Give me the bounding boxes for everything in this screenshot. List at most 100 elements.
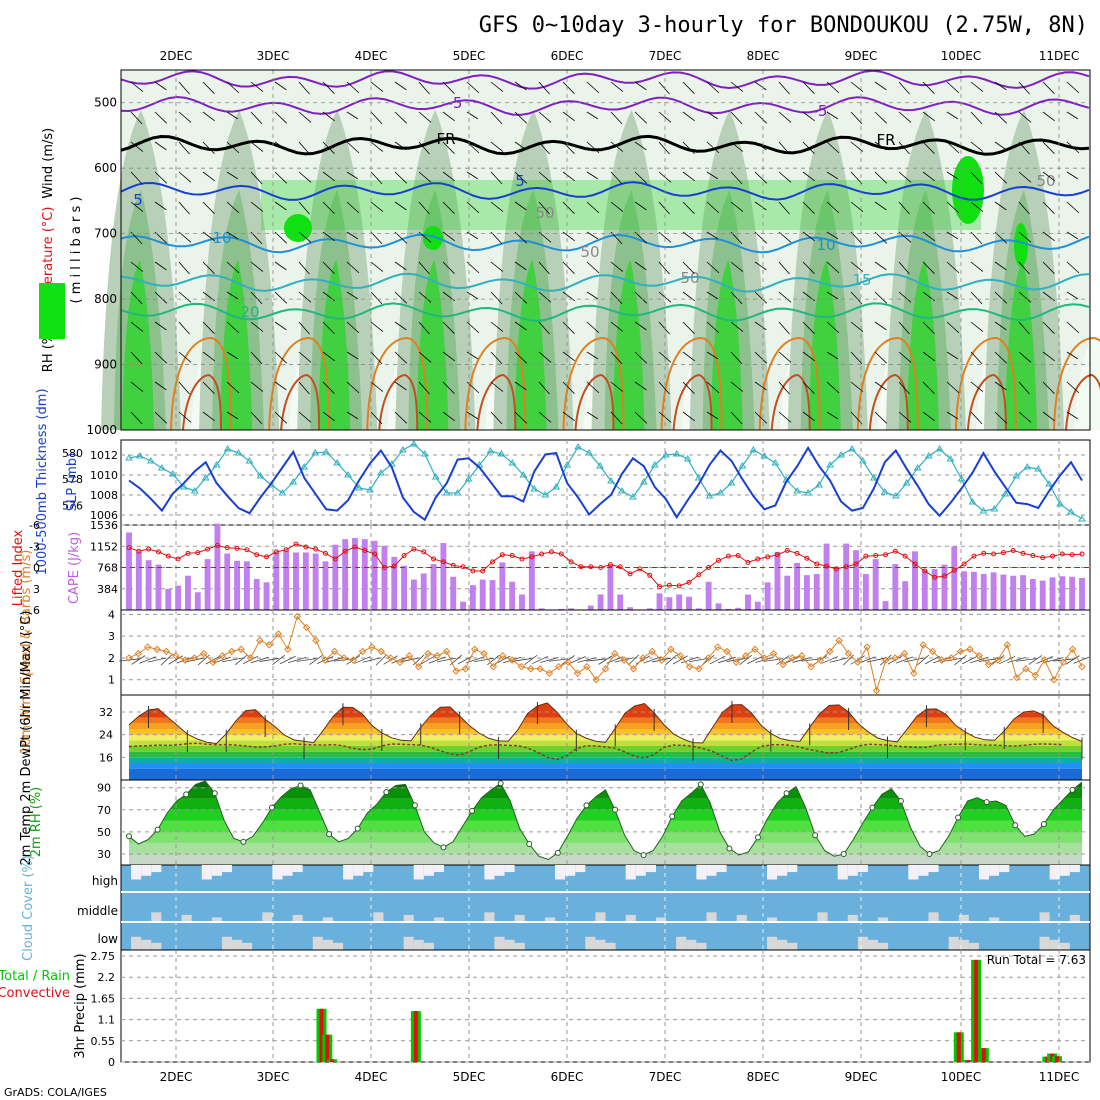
- wind-barb: [394, 291, 408, 304]
- wind-barb: [778, 321, 790, 335]
- li-marker: [883, 552, 889, 558]
- wind-barb: [730, 261, 744, 272]
- wind-barb: [298, 171, 312, 183]
- cape-bar: [686, 596, 692, 610]
- wind-barb: [826, 141, 840, 154]
- wind-barb: [1042, 201, 1055, 214]
- wind-barb: [562, 141, 575, 154]
- wind-marker: [956, 647, 965, 656]
- wind-barb: [322, 321, 335, 334]
- wind-barb: [850, 381, 864, 392]
- wind-barb: [829, 657, 849, 663]
- wind-barb: [442, 141, 455, 154]
- li-marker: [991, 551, 997, 557]
- cape-bar: [489, 580, 496, 610]
- wind-marker: [358, 647, 367, 656]
- li-marker: [725, 553, 731, 559]
- wind-barb: [490, 351, 503, 365]
- wind-marker: [938, 656, 946, 664]
- wind-barb: [946, 261, 960, 274]
- cloud-mid-gap: [1039, 912, 1050, 921]
- wind-barb: [826, 171, 839, 180]
- wind-barb: [418, 141, 430, 155]
- wind-barb: [538, 171, 552, 183]
- li-marker: [765, 554, 771, 560]
- wind-barb: [322, 201, 335, 214]
- slp-marker: [738, 462, 747, 469]
- cape-bar: [607, 565, 614, 610]
- li-marker: [902, 553, 908, 559]
- convective-bar: [413, 1011, 418, 1062]
- rh-marker: [440, 844, 447, 851]
- cape-bar: [410, 579, 417, 610]
- cloud-mid-gap: [151, 912, 162, 921]
- wind-ylabel: 10m Wind Speed & Barbs (m/s): [19, 550, 34, 755]
- rh-marker: [640, 852, 647, 859]
- wind-barb: [706, 111, 719, 120]
- li-marker: [981, 550, 987, 556]
- wind-barb: [946, 411, 959, 420]
- slp-marker: [453, 489, 462, 496]
- wind-barb: [850, 111, 863, 125]
- wind-barb: [682, 111, 695, 122]
- wind-barb: [586, 201, 600, 214]
- wind-marker: [480, 649, 488, 658]
- wind-barb: [178, 201, 190, 215]
- wind-barb: [538, 141, 550, 155]
- wind-barb: [298, 351, 312, 363]
- li-marker: [450, 562, 456, 568]
- wind-barb: [250, 141, 264, 152]
- wind-marker: [779, 660, 787, 669]
- wind-barb: [226, 111, 239, 120]
- y-tick: 600: [94, 161, 117, 175]
- warm-contour: [562, 336, 625, 431]
- li-marker: [804, 555, 810, 561]
- warm-contour: [856, 336, 919, 431]
- cape-bar: [460, 601, 466, 610]
- wind-marker: [928, 647, 937, 656]
- slp-marker: [377, 469, 385, 476]
- wind-barb: [887, 655, 903, 665]
- wind-barb: [610, 291, 623, 305]
- li-marker: [676, 583, 682, 589]
- slp-marker: [891, 492, 900, 499]
- wind-barb: [610, 171, 623, 185]
- wind-barb: [730, 411, 743, 425]
- wind-marker: [1003, 641, 1011, 649]
- li-marker: [381, 565, 387, 570]
- li-marker: [352, 544, 358, 550]
- cape-bar: [224, 553, 231, 610]
- run-total: Run Total = 7.63: [987, 953, 1086, 967]
- cape-bar: [843, 543, 850, 610]
- x-tick-top: 10DEC: [941, 49, 981, 63]
- y-tick: 6: [33, 604, 40, 617]
- wind-barb: [634, 411, 648, 424]
- li-marker: [588, 564, 594, 570]
- slp-marker: [661, 451, 670, 458]
- cloud-high-gap: [353, 865, 364, 876]
- wind-barb: [1042, 321, 1055, 334]
- cape-bar: [980, 574, 987, 610]
- wind-barb: [970, 656, 989, 664]
- slp-marker: [212, 461, 221, 468]
- rh-marker: [612, 806, 619, 813]
- wind-barb: [1066, 231, 1079, 240]
- wind-marker: [760, 654, 769, 662]
- cape-bar: [1069, 576, 1076, 610]
- wind-barb: [418, 201, 430, 215]
- wind-barb: [874, 351, 888, 364]
- wind-marker: [499, 652, 507, 660]
- wind-barb: [178, 381, 190, 395]
- li-marker: [322, 550, 328, 556]
- contour-label: 15: [852, 271, 871, 289]
- wind-marker: [452, 667, 460, 675]
- upper-air-units: ( m i l l i b a r s ): [69, 197, 84, 304]
- li-marker: [529, 554, 535, 560]
- cloud-low-gap: [221, 936, 233, 950]
- wind-barb: [514, 261, 527, 271]
- cape-bar: [892, 564, 899, 610]
- wind-barb: [672, 655, 688, 665]
- slp-marker: [311, 449, 320, 456]
- wind-barb: [763, 658, 784, 662]
- convective-bar: [330, 1059, 335, 1062]
